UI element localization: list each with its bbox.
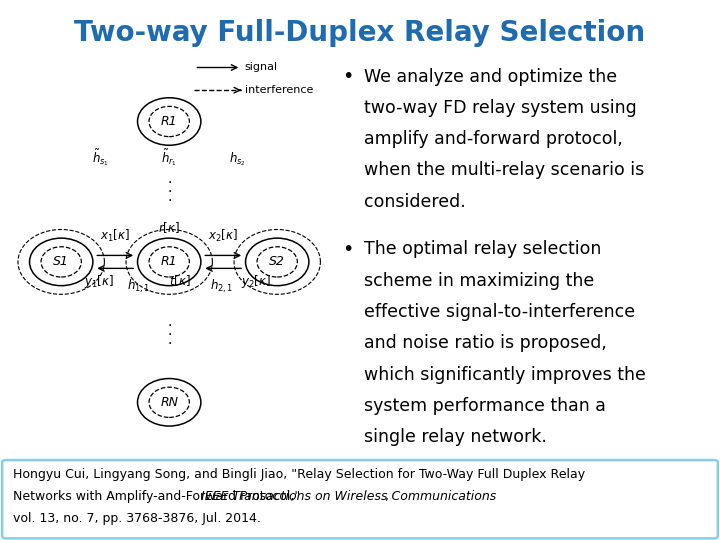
Text: R1: R1: [161, 115, 178, 128]
Text: •: •: [342, 240, 354, 259]
Text: $\tilde{h}_{r_1}$: $\tilde{h}_{r_1}$: [161, 147, 177, 167]
Text: The optimal relay selection: The optimal relay selection: [364, 240, 601, 258]
Text: vol. 13, no. 7, pp. 3768-3876, Jul. 2014.: vol. 13, no. 7, pp. 3768-3876, Jul. 2014…: [13, 512, 261, 525]
Text: Hongyu Cui, Lingyang Song, and Bingli Jiao, "Relay Selection for Two-Way Full Du: Hongyu Cui, Lingyang Song, and Bingli Ji…: [13, 468, 585, 481]
Text: $\cdot$: $\cdot$: [167, 335, 171, 349]
Text: $h_{1,1}$: $h_{1,1}$: [127, 278, 150, 295]
Text: which significantly improves the: which significantly improves the: [364, 366, 645, 383]
Text: $\tilde{h}_{s_1}$: $\tilde{h}_{s_1}$: [92, 147, 109, 167]
Text: •: •: [342, 68, 354, 86]
Text: $\cdot$: $\cdot$: [167, 326, 171, 340]
Text: IEEE Transactions on Wireless Communications: IEEE Transactions on Wireless Communicat…: [201, 490, 496, 503]
Text: system performance than a: system performance than a: [364, 397, 606, 415]
Text: $\cdot$: $\cdot$: [167, 174, 171, 188]
Text: interference: interference: [245, 85, 313, 95]
Text: $h_{2,1}$: $h_{2,1}$: [210, 278, 233, 295]
Text: $x_2[\kappa]$: $x_2[\kappa]$: [208, 228, 238, 245]
Text: R1: R1: [161, 255, 178, 268]
Text: two-way FD relay system using: two-way FD relay system using: [364, 99, 636, 117]
Text: $h_{s_2}$: $h_{s_2}$: [229, 150, 246, 167]
Text: ,: ,: [384, 490, 389, 503]
Text: $\cdot$: $\cdot$: [167, 317, 171, 331]
FancyBboxPatch shape: [2, 460, 718, 538]
Text: scheme in maximizing the: scheme in maximizing the: [364, 272, 594, 289]
Text: single relay network.: single relay network.: [364, 428, 546, 446]
Text: $y_2[\kappa]$: $y_2[\kappa]$: [240, 273, 271, 289]
Text: considered.: considered.: [364, 193, 465, 211]
Text: RN: RN: [160, 396, 179, 409]
Text: and noise ratio is proposed,: and noise ratio is proposed,: [364, 334, 606, 352]
Text: Networks with Amplify-and-Forward Protocol,": Networks with Amplify-and-Forward Protoc…: [13, 490, 305, 503]
Text: $\cdot$: $\cdot$: [167, 183, 171, 197]
Text: effective signal-to-interference: effective signal-to-interference: [364, 303, 635, 321]
Text: $r[\kappa]$: $r[\kappa]$: [158, 220, 180, 235]
Text: $t[\kappa]$: $t[\kappa]$: [169, 273, 191, 288]
Text: S2: S2: [269, 255, 285, 268]
Text: signal: signal: [245, 63, 278, 72]
Text: when the multi-relay scenario is: when the multi-relay scenario is: [364, 161, 644, 179]
Text: $y_1[\kappa]$: $y_1[\kappa]$: [84, 273, 114, 289]
Text: Two-way Full-Duplex Relay Selection: Two-way Full-Duplex Relay Selection: [74, 19, 646, 47]
Text: $x_1[\kappa]$: $x_1[\kappa]$: [100, 228, 130, 245]
Text: $\cdot$: $\cdot$: [167, 192, 171, 206]
Text: amplify and-forward protocol,: amplify and-forward protocol,: [364, 130, 623, 148]
Text: S1: S1: [53, 255, 69, 268]
Text: We analyze and optimize the: We analyze and optimize the: [364, 68, 617, 85]
